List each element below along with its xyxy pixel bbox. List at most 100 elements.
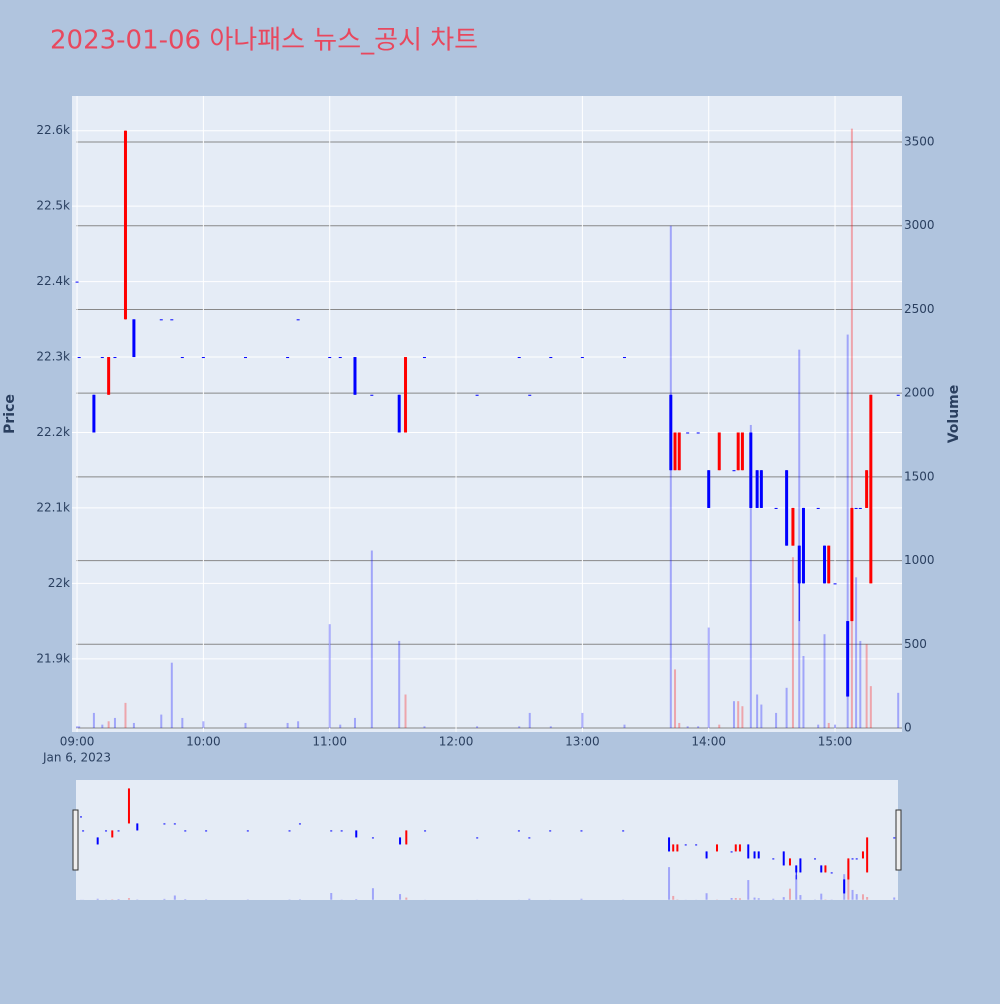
candle-body xyxy=(817,508,820,509)
slider-handle[interactable] xyxy=(73,810,78,870)
volume-bar xyxy=(339,725,341,728)
candle-body xyxy=(623,357,626,358)
slider-candle-body xyxy=(856,858,858,859)
candle-body xyxy=(846,621,849,696)
x-tick-label: 09:00 xyxy=(60,735,95,749)
y-tick-label: 22.2k xyxy=(36,425,70,439)
volume-bar xyxy=(741,706,743,728)
candle-body xyxy=(404,357,407,432)
x-tick-label: 11:00 xyxy=(312,735,347,749)
volume-bar xyxy=(76,726,78,728)
range-slider[interactable] xyxy=(76,780,898,900)
volume-bar xyxy=(297,721,299,728)
volume-bar xyxy=(786,688,788,728)
slider-volume-bar xyxy=(399,894,401,900)
slider-candle-body xyxy=(174,823,176,824)
candle-body xyxy=(869,395,872,584)
slider-volume-bar xyxy=(866,897,868,900)
volume-bar xyxy=(354,718,356,728)
candle-body xyxy=(160,319,163,320)
candle-body xyxy=(528,395,531,396)
volume-bar xyxy=(855,577,857,728)
y-tick-label: 22.4k xyxy=(36,274,70,288)
slider-candle-body xyxy=(735,844,737,851)
slider-candle-body xyxy=(795,865,797,872)
volume-bar xyxy=(244,723,246,728)
volume-bar xyxy=(737,701,739,728)
slider-volume-bar xyxy=(174,895,176,899)
slider-candle-body xyxy=(299,823,301,824)
candle-body xyxy=(78,357,81,358)
volume-bar xyxy=(287,723,289,728)
volume-bar xyxy=(697,726,699,728)
slider-volume-bar xyxy=(128,898,130,900)
y-tick-label: 21.9k xyxy=(36,651,70,665)
slider-candle-body xyxy=(399,837,401,844)
slider-candle-body xyxy=(372,837,374,838)
slider-volume-bar xyxy=(184,899,186,900)
candle-body xyxy=(370,395,373,396)
y2-axis-title: Volume xyxy=(946,385,962,444)
candle-body xyxy=(107,357,110,395)
slider-volume-bar xyxy=(754,898,756,900)
slider-candle-body xyxy=(289,830,291,831)
candle-body xyxy=(686,432,689,433)
slider-volume-bar xyxy=(405,898,407,900)
candle-body xyxy=(423,357,426,358)
candle-body xyxy=(737,432,740,470)
volume-bar xyxy=(181,718,183,728)
x-date-label: Jan 6, 2023 xyxy=(42,751,111,765)
candle-body xyxy=(798,546,801,584)
volume-bar xyxy=(718,725,720,728)
slider-candle-body xyxy=(528,837,530,838)
volume-bar xyxy=(792,557,794,728)
volume-bar xyxy=(870,686,872,728)
slider-candle-body xyxy=(747,844,749,858)
candle-body xyxy=(697,432,700,433)
volume-bar xyxy=(550,726,552,728)
candle-body xyxy=(897,395,900,396)
volume-bar xyxy=(798,350,800,728)
slider-volume-bar xyxy=(731,898,733,900)
slider-candle-body xyxy=(405,830,407,844)
volume-bar xyxy=(423,726,425,728)
volume-bar xyxy=(828,723,830,728)
candle-body xyxy=(834,583,837,584)
slider-volume-bar xyxy=(528,899,530,900)
candle-body xyxy=(76,282,79,283)
candle-body xyxy=(286,357,289,358)
volume-bar xyxy=(398,641,400,728)
y2-tick-label: 2000 xyxy=(904,386,935,400)
volume-bar xyxy=(623,725,625,728)
slider-candle-body xyxy=(847,858,849,879)
volume-bar xyxy=(114,718,116,728)
slider-handle[interactable] xyxy=(896,810,901,870)
x-tick-label: 10:00 xyxy=(186,735,221,749)
volume-bar xyxy=(78,726,80,728)
slider-candle-body xyxy=(758,851,760,858)
slider-candle-body xyxy=(518,830,520,831)
volume-bar xyxy=(687,726,689,728)
slider-volume-bar xyxy=(820,894,822,900)
y2-tick-label: 1500 xyxy=(904,469,935,483)
volume-bar xyxy=(329,624,331,728)
y2-tick-label: 500 xyxy=(904,637,927,651)
slider-candle-body xyxy=(80,816,82,817)
y-tick-label: 22.1k xyxy=(36,500,70,514)
slider-candle-body xyxy=(799,858,801,872)
slider-candle-body xyxy=(341,830,343,831)
volume-bar xyxy=(897,693,899,728)
slider-candle-body xyxy=(476,837,478,838)
slider-volume-bar xyxy=(852,890,854,900)
candle-body xyxy=(760,470,763,508)
slider-candle-body xyxy=(814,858,816,859)
volume-bar xyxy=(670,226,672,728)
slider-candle-body xyxy=(862,851,864,858)
slider-candle-body xyxy=(820,865,822,872)
volume-bar xyxy=(101,725,103,728)
candle-body xyxy=(865,470,868,508)
candle-body xyxy=(92,395,95,433)
y2-tick-label: 2500 xyxy=(904,302,935,316)
slider-volume-bar xyxy=(799,895,801,900)
candle-body xyxy=(823,546,826,584)
